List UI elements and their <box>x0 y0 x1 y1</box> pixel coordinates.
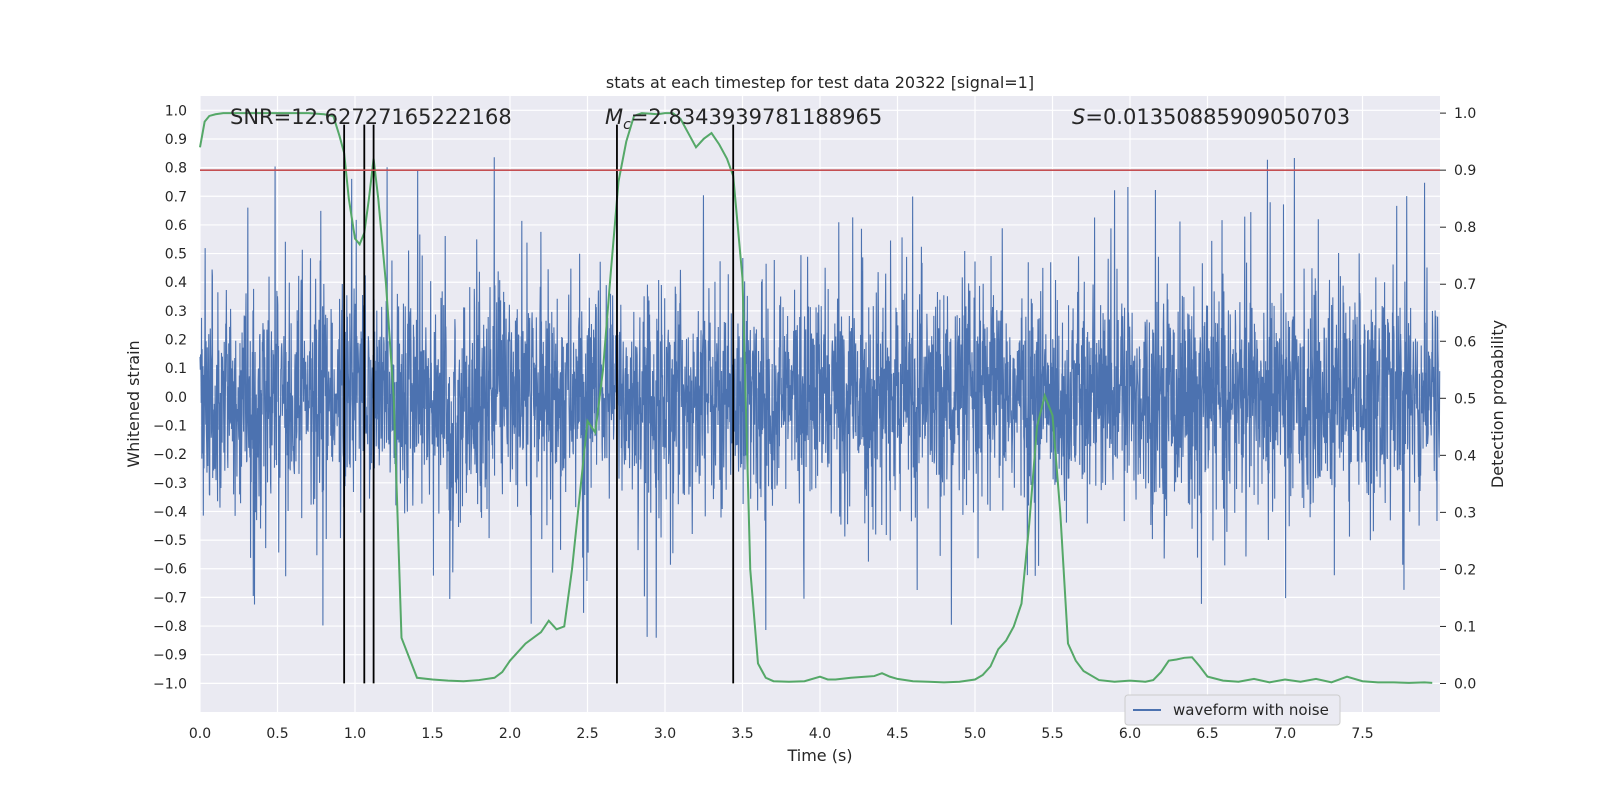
x-tick-label: 5.0 <box>964 726 986 742</box>
y-left-tick-label: 0.3 <box>165 304 187 320</box>
x-tick-label: 6.5 <box>1196 726 1218 742</box>
y-left-tick-label: 0.6 <box>165 218 187 234</box>
y-right-tick-label: 0.4 <box>1454 448 1476 464</box>
s-value: =0.013508859090507​03 <box>1085 105 1350 129</box>
x-tick-label: 2.0 <box>499 726 521 742</box>
legend-label: waveform with noise <box>1173 701 1329 719</box>
y-left-tick-label: −0.8 <box>153 619 187 635</box>
x-tick-label: 7.5 <box>1351 726 1373 742</box>
x-tick-label: 2.5 <box>576 726 598 742</box>
x-tick-label: 1.5 <box>421 726 443 742</box>
y-right-tick-label: 0.5 <box>1454 391 1476 407</box>
y-left-tick-label: −1.0 <box>153 676 187 692</box>
x-tick-label: 0.5 <box>266 726 288 742</box>
x-tick-label: 5.5 <box>1041 726 1063 742</box>
x-tick-label: 3.0 <box>654 726 676 742</box>
y-right-tick-label: 0.3 <box>1454 505 1476 521</box>
y-right-axis-label: Detection probability <box>1488 320 1507 488</box>
strain-line <box>199 157 1441 638</box>
mc-value: =2.8343939781188965 <box>631 105 882 129</box>
y-right-axis-ticks: 1.0 0.9 0.8 0.7 0.6 0.5 0.4 0.3 0.2 0.1 0.0 <box>1440 106 1476 692</box>
y-left-tick-label: 0.5 <box>165 247 187 263</box>
y-left-tick-label: −0.7 <box>153 590 187 606</box>
y-left-tick-label: 0.2 <box>165 333 187 349</box>
y-right-tick-label: 0.7 <box>1454 277 1476 293</box>
x-axis-ticks: 0.0 0.5 1.0 1.5 2.0 2.5 3.0 3.5 4.0 4.5 5.0 5.5 6.0 6… <box>189 726 1374 742</box>
x-tick-label: 4.5 <box>886 726 908 742</box>
y-left-tick-label: 0.4 <box>165 275 187 291</box>
y-left-tick-label: 1.0 <box>165 103 187 119</box>
y-left-tick-label: −0.9 <box>153 648 187 664</box>
y-left-tick-label: 0.7 <box>165 189 187 205</box>
y-right-tick-label: 0.2 <box>1454 562 1476 578</box>
y-left-tick-label: 0.8 <box>165 161 187 177</box>
mc-subscript: c <box>623 117 631 133</box>
x-tick-label: 7.0 <box>1274 726 1296 742</box>
y-left-tick-label: −0.2 <box>153 447 187 463</box>
y-right-tick-label: 1.0 <box>1454 106 1476 122</box>
x-tick-label: 4.0 <box>809 726 831 742</box>
x-tick-label: 0.0 <box>189 726 211 742</box>
y-left-axis-ticks: 1.0 0.9 0.8 0.7 0.6 0.5 0.4 0.3 0.2 0.1 0.0 −0.1 −0.… <box>153 103 187 692</box>
y-left-tick-label: 0.0 <box>165 390 187 406</box>
y-left-tick-label: −0.1 <box>153 418 187 434</box>
y-right-tick-label: 0.8 <box>1454 220 1476 236</box>
x-tick-label: 1.0 <box>344 726 366 742</box>
y-left-tick-label: −0.4 <box>153 504 187 520</box>
s-annotation: S=0.013508859090507​03 <box>1072 105 1350 129</box>
y-left-tick-label: 0.9 <box>165 132 187 148</box>
y-right-tick-label: 0.0 <box>1454 676 1476 692</box>
s-symbol: S <box>1072 105 1085 129</box>
mc-annotation: Mc=2.8343939781188965 <box>605 105 882 133</box>
y-right-tick-label: 0.6 <box>1454 334 1476 350</box>
y-left-tick-label: −0.6 <box>153 562 187 578</box>
chart-title: stats at each timestep for test data 203… <box>606 73 1034 92</box>
x-tick-label: 3.5 <box>731 726 753 742</box>
y-right-tick-label: 0.9 <box>1454 163 1476 179</box>
snr-annotation: SNR=12.62727165222168 <box>230 105 512 129</box>
strain-series <box>199 157 1441 638</box>
x-axis-label: Time (s) <box>786 746 852 765</box>
y-left-tick-label: 0.1 <box>165 361 187 377</box>
y-right-tick-label: 0.1 <box>1454 619 1476 635</box>
y-left-tick-label: −0.5 <box>153 533 187 549</box>
y-left-axis-label: Whitened strain <box>124 340 143 467</box>
y-left-tick-label: −0.3 <box>153 476 187 492</box>
x-tick-label: 6.0 <box>1119 726 1141 742</box>
legend-box <box>1124 694 1341 726</box>
legend: waveform with noise <box>1124 694 1341 726</box>
vertical-markers <box>343 124 735 684</box>
mc-symbol: M <box>605 105 623 129</box>
